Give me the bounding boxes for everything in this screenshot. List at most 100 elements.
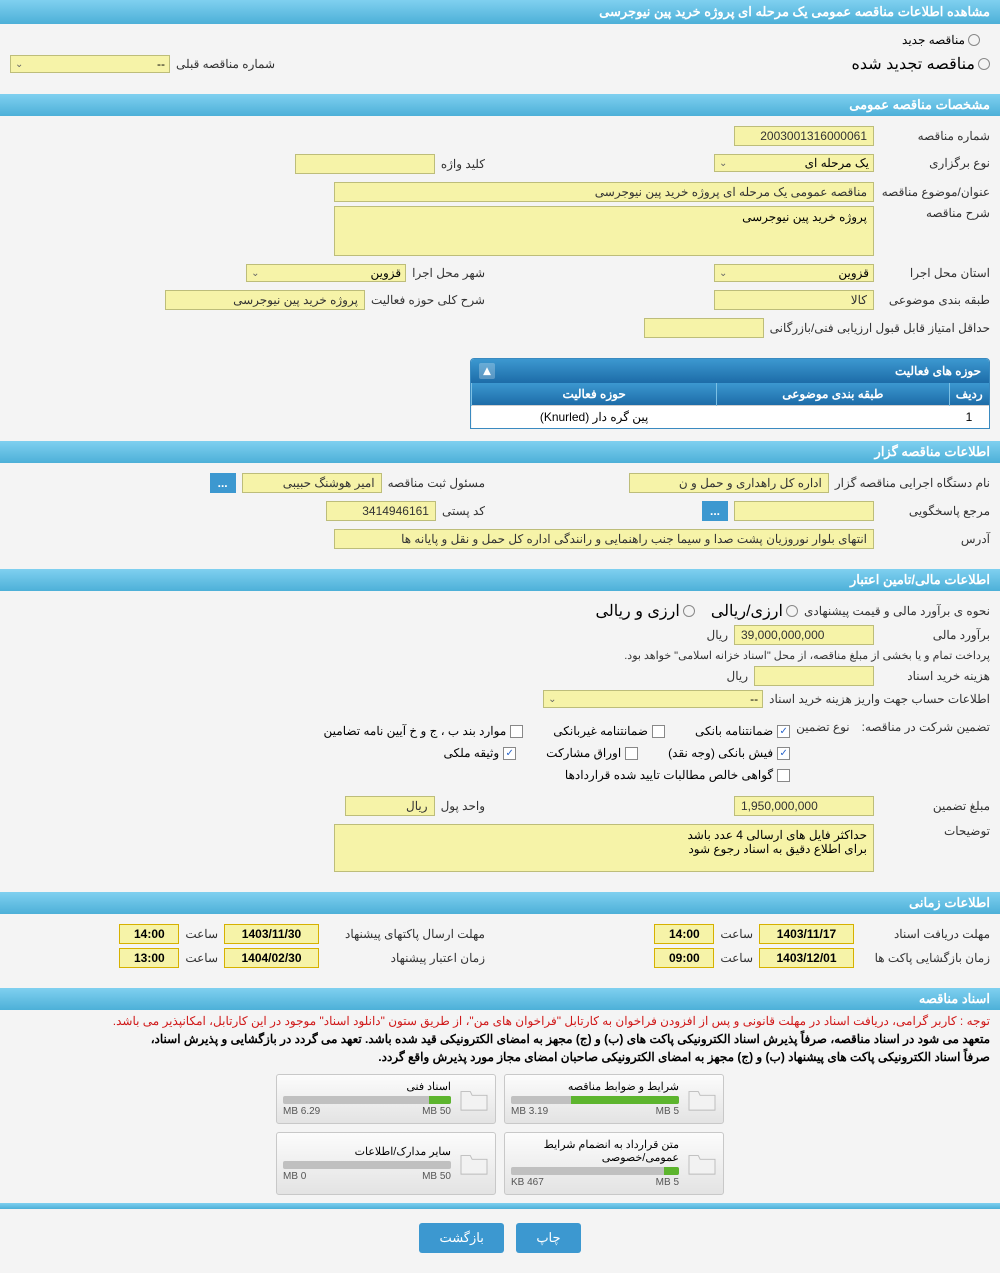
chk-regulation[interactable]: موارد بند ب ، ج و خ آیین نامه تضامین	[324, 724, 524, 738]
province-select[interactable]: قزوین⌄	[714, 264, 874, 282]
keyword-field[interactable]	[295, 154, 435, 174]
desc-field: پروژه خرید پین نیوجرسی	[334, 206, 874, 256]
city-label: شهر محل اجرا	[412, 266, 485, 280]
chevron-down-icon: ⌄	[251, 268, 259, 279]
postal-label: کد پستی	[442, 504, 485, 518]
open-label: زمان بازگشایی پاکت ها	[860, 951, 990, 965]
submit-time: 14:00	[119, 924, 179, 944]
receive-time: 14:00	[654, 924, 714, 944]
chevron-down-icon: ⌄	[15, 59, 23, 70]
folder-icon	[687, 1086, 717, 1112]
org-label: نام دستگاه اجرایی مناقصه گزار	[835, 476, 990, 490]
min-score-label: حداقل امتیاز قابل قبول ارزیابی فنی/بازرگ…	[770, 321, 990, 335]
amount-field: 1,950,000,000	[734, 796, 874, 816]
file-grid: شرایط و ضوابط مناقصه 5 MB3.19 MB اسناد ف…	[0, 1066, 1000, 1132]
folder-icon	[459, 1150, 489, 1176]
guarantee-type-label: نوع تضمین	[796, 720, 849, 734]
validity-label: زمان اعتبار پیشنهاد	[325, 951, 485, 965]
submit-date: 1403/11/30	[224, 924, 319, 944]
col-activity: حوزه فعالیت	[472, 383, 717, 406]
time-label: ساعت	[185, 927, 218, 941]
collapse-icon[interactable]: ▴	[479, 363, 495, 379]
validity-time: 13:00	[119, 948, 179, 968]
response-field	[734, 501, 874, 521]
page: مشاهده اطلاعات مناقصه عمومی یک مرحله ای …	[0, 0, 1000, 1273]
unit-label: واحد پول	[441, 799, 485, 813]
file-name: متن قرارداد به انضمام شرایط عمومی/خصوصی	[511, 1138, 679, 1164]
province-label: استان محل اجرا	[880, 266, 990, 280]
radio-renewed-tender[interactable]: مناقصه تجدید شده	[852, 54, 990, 74]
payment-note: پرداخت تمام و یا بخشی از مبلغ مناقصه، از…	[624, 649, 990, 662]
submit-label: مهلت ارسال پاکتهای پیشنهاد	[325, 927, 485, 941]
estimate-mode-label: نحوه ی برآورد مالی و قیمت پیشنهادی	[804, 604, 990, 618]
tender-no-label: شماره مناقصه	[880, 129, 990, 143]
chevron-down-icon: ⌄	[719, 268, 727, 279]
buy-label: هزینه خرید اسناد	[880, 669, 990, 683]
radio-currency[interactable]: ارزی و ریالی	[596, 601, 695, 621]
folder-icon	[459, 1086, 489, 1112]
file-card[interactable]: اسناد فنی 50 MB6.29 MB	[276, 1074, 496, 1124]
file-name: سایر مدارک/اطلاعات	[283, 1145, 451, 1158]
postal-field: 3414946161	[326, 501, 436, 521]
category-label: طبقه بندی موضوعی	[880, 293, 990, 307]
footer-buttons: چاپ بازگشت	[0, 1209, 1000, 1273]
table-row: 1 پین گره دار (Knurled)	[472, 406, 990, 429]
receive-date: 1403/11/17	[759, 924, 854, 944]
org-field: اداره کل راهداری و حمل و ن	[629, 473, 829, 493]
section-general: مشخصات مناقصه عمومی	[0, 94, 1000, 116]
col-category: طبقه بندی موضوعی	[717, 383, 949, 406]
folder-icon	[687, 1150, 717, 1176]
file-card[interactable]: شرایط و ضوابط مناقصه 5 MB3.19 MB	[504, 1074, 724, 1124]
guarantee-label: تضمین شرکت در مناقصه:	[862, 720, 990, 734]
chevron-down-icon: ⌄	[719, 158, 727, 169]
file-card[interactable]: متن قرارداد به انضمام شرایط عمومی/خصوصی …	[504, 1132, 724, 1195]
subject-label: عنوان/موضوع مناقصه	[880, 185, 990, 199]
activity-desc-field: پروژه خرید پین نیوجرسی	[165, 290, 365, 310]
chk-bonds[interactable]: اوراق مشارکت	[546, 746, 638, 760]
timing-form: مهلت دریافت اسناد 1403/11/17 ساعت 14:00 …	[0, 914, 1000, 982]
print-button[interactable]: چاپ	[516, 1223, 580, 1253]
desc-label: شرح مناقصه	[880, 206, 990, 220]
section-timing: اطلاعات زمانی	[0, 892, 1000, 914]
deposit-info-select[interactable]: --⌄	[543, 690, 763, 708]
owner-form: نام دستگاه اجرایی مناقصه گزار اداره کل ر…	[0, 463, 1000, 563]
buy-field	[754, 666, 874, 686]
registrar-field: امیر هوشنگ حبیبی	[242, 473, 382, 493]
docs-commit2: صرفاً اسناد الکترونیکی پاکت های پیشنهاد …	[0, 1048, 1000, 1066]
financial-form: نحوه ی برآورد مالی و قیمت پیشنهادی ارزی/…	[0, 591, 1000, 886]
registrar-label: مسئول ثبت مناقصه	[388, 476, 485, 490]
registrar-browse-button[interactable]: ...	[210, 473, 236, 493]
chk-bank[interactable]: ضمانتنامه بانکی	[695, 724, 790, 738]
time-label: ساعت	[185, 951, 218, 965]
chk-cash[interactable]: فیش بانکی (وجه نقد)	[668, 746, 790, 760]
file-card[interactable]: سایر مدارک/اطلاعات 50 MB0 MB	[276, 1132, 496, 1195]
address-field: انتهای بلوار نوروزیان پشت صدا و سیما جنب…	[334, 529, 874, 549]
chk-contract-cert[interactable]: گواهی خالص مطالبات تایید شده قراردادها	[565, 768, 790, 782]
file-name: اسناد فنی	[283, 1080, 451, 1093]
type-select[interactable]: یک مرحله ای⌄	[714, 154, 874, 172]
deposit-info-label: اطلاعات حساب جهت واریز هزینه خرید اسناد	[769, 692, 990, 706]
estimate-label: برآورد مالی	[880, 628, 990, 642]
unit-rial-1: ریال	[706, 628, 728, 642]
response-label: مرجع پاسخگویی	[880, 504, 990, 518]
activity-desc-label: شرح کلی حوزه فعالیت	[371, 293, 485, 307]
prev-tender-select[interactable]: --⌄	[10, 55, 170, 73]
page-title: مشاهده اطلاعات مناقصه عمومی یک مرحله ای …	[0, 0, 1000, 24]
chk-nonbank[interactable]: ضمانتنامه غیربانکی	[553, 724, 665, 738]
tender-no-field: 2003001316000061	[734, 126, 874, 146]
col-row: ردیف	[949, 383, 989, 406]
notes-field: حداکثر فایل های ارسالی 4 عدد باشد برای ا…	[334, 824, 874, 872]
back-button[interactable]: بازگشت	[419, 1223, 503, 1253]
estimate-field: 39,000,000,000	[734, 625, 874, 645]
activity-table-title: حوزه های فعالیت	[895, 364, 981, 378]
chk-property[interactable]: وثیقه ملکی	[444, 746, 517, 760]
validity-date: 1404/02/30	[224, 948, 319, 968]
section-financial: اطلاعات مالی/تامین اعتبار	[0, 569, 1000, 591]
response-browse-button[interactable]: ...	[702, 501, 728, 521]
radio-rial[interactable]: ارزی/ریالی	[711, 601, 798, 621]
type-label: نوع برگزاری	[880, 156, 990, 170]
category-field: کالا	[714, 290, 874, 310]
city-select[interactable]: قزوین⌄	[246, 264, 406, 282]
docs-notice: توجه : کاربر گرامی، دریافت اسناد در مهلت…	[0, 1010, 1000, 1030]
radio-new-tender[interactable]: مناقصه جدید	[902, 33, 980, 47]
